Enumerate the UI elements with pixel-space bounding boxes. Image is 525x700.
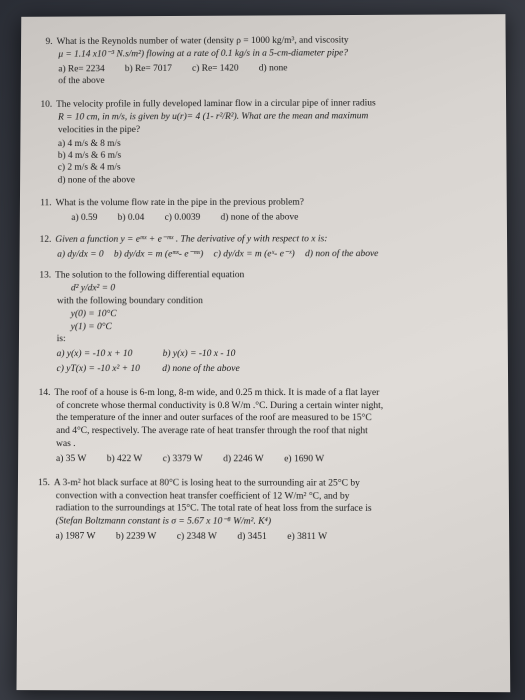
q15-line4: (Stefan Boltzmann constant is σ = 5.67 x… [50, 515, 487, 529]
q13-opt-a: a) y(x) = -10 x + 10 [57, 349, 133, 359]
q15-line2: convection with a convection heat transf… [50, 490, 487, 504]
q14-line3: the temperature of the inner and outer s… [50, 412, 486, 425]
q13-number: 13. [33, 270, 55, 283]
q14-opt-b: b) 422 W [107, 454, 143, 464]
q13-line1: The solution to the following differenti… [55, 271, 244, 281]
q15-opt-c: c) 2348 W [177, 532, 217, 542]
q9-number: 9. [35, 36, 57, 49]
q15-line3: radiation to the surroundings at 15°C. T… [50, 503, 487, 517]
q9-line2: μ = 1.14 x10⁻³ N.s/m²) flowing at a rate… [58, 48, 348, 59]
q9-opt-b: b) Re= 7017 [125, 64, 172, 74]
question-9: 9.What is the Reynolds number of water (… [52, 34, 484, 88]
question-13: 13.The solution to the following differe… [51, 269, 486, 376]
q13-line2: with the following boundary condition [51, 295, 485, 308]
q15-opt-a: a) 1987 W [56, 531, 96, 541]
q13-eq: d² y/dx² = 0 [51, 282, 485, 295]
question-14: 14.The roof of a house is 6-m long, 8-m … [50, 387, 486, 466]
q9-opts-line2: of the above [52, 74, 484, 89]
question-12: 12.Given a function y = eᵐˣ + e⁻ᵐˣ . The… [51, 233, 485, 261]
q11-line1: What is the volume flow rate in the pipe… [56, 198, 304, 209]
q11-opt-c: c) 0.0039 [165, 213, 201, 223]
q12-opt-d: d) non of the above [305, 249, 378, 259]
question-15: 15.A 3-m² hot black surface at 80°C is l… [49, 477, 486, 544]
q14-opt-a: a) 35 W [56, 454, 86, 464]
q12-line1: Given a function y = eᵐˣ + e⁻ᵐˣ . The de… [55, 234, 327, 245]
q9-line1: What is the Reynolds number of water (de… [56, 36, 348, 47]
q12-opt-c: c) dy/dx = m (eˣ- e⁻ˣ) [214, 249, 295, 259]
q9-opt-d: d) none [259, 63, 288, 73]
question-11: 11.What is the volume flow rate in the p… [51, 196, 484, 225]
q13-opt-d: d) none of the above [162, 364, 239, 374]
q14-opt-c: c) 3379 W [163, 454, 203, 464]
q14-line5: was . [50, 438, 486, 451]
q14-line2: of concrete whose thermal conductivity i… [50, 400, 486, 413]
q13-bc2: y(1) = 0°C [51, 320, 486, 333]
q11-opt-d: d) none of the above [221, 212, 299, 222]
q10-line3: velocities in the pipe? [52, 123, 484, 137]
q12-number: 12. [33, 234, 55, 247]
q14-opt-d: d) 2246 W [223, 454, 264, 464]
q15-opt-d: d) 3451 [237, 532, 266, 542]
q11-number: 11. [34, 197, 56, 210]
q11-opt-a: a) 0.59 [71, 213, 97, 223]
q10-line2: R = 10 cm, in m/s, is given by u(r)= 4 (… [58, 111, 368, 122]
q13-line3: is: [51, 333, 486, 346]
q10-opt-d: d) none of the above [58, 173, 485, 187]
q15-opt-e: e) 3811 W [287, 532, 327, 542]
q14-line1: The roof of a house is 6-m long, 8-m wid… [54, 388, 379, 398]
q15-opt-b: b) 2239 W [116, 531, 157, 541]
q10-number: 10. [34, 99, 56, 112]
q13-bc1: y(0) = 10°C [51, 308, 486, 321]
q12-opt-a: a) dy/dx = 0 [57, 249, 103, 259]
q15-number: 15. [32, 477, 54, 490]
q11-opt-b: b) 0.04 [118, 213, 145, 223]
q14-number: 14. [32, 387, 54, 400]
q15-line1: A 3-m² hot black surface at 80°C is losi… [54, 478, 360, 488]
q14-opt-e: e) 1690 W [284, 454, 324, 464]
q10-line1: The velocity profile in fully developed … [56, 99, 376, 110]
q14-line4: and 4°C, respectively. The average rate … [50, 425, 486, 438]
q13-opt-b: b) y(x) = -10 x - 10 [163, 349, 236, 359]
q12-opt-b: b) dy/dx = m (eᵐˣ- e⁻ᵐˣ) [114, 249, 203, 259]
q13-opt-c: c) yT(x) = -10 x² + 10 [57, 364, 140, 374]
question-10: 10.The velocity profile in fully develop… [52, 97, 485, 186]
q9-opt-a: a) Re= 2234 [58, 64, 104, 74]
q9-opt-c: c) Re= 1420 [192, 63, 239, 73]
